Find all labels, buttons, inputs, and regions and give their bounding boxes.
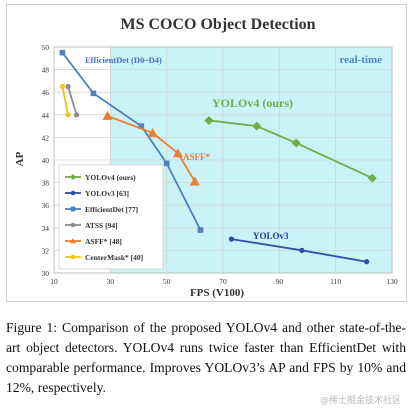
x-tick-label: 110	[330, 277, 341, 286]
realtime-label: real-time	[339, 54, 382, 66]
x-tick-label: 10	[50, 277, 58, 286]
series-yolov3-63-point	[299, 247, 305, 254]
series-yolov3-63-point	[364, 259, 370, 265]
series-efficientdet-77-point	[163, 160, 170, 167]
chart-figure: MS COCO Object Detection 30 32 34 36 38 40 42 4…	[6, 4, 407, 302]
series-centermask-40-point	[59, 83, 66, 90]
series-yolov4-ours-point	[252, 121, 262, 131]
legend-item-yolov4-ours-label: YOLOv4 (ours)	[85, 173, 136, 182]
y-tick-label: 40	[42, 156, 50, 165]
x-axis-label: FPS (V100)	[190, 287, 244, 299]
series-efficientdet-77-point	[90, 90, 97, 97]
watermark: @稀土掘金技术社区	[319, 396, 401, 406]
y-tick-label: 46	[42, 88, 50, 97]
series-yolov4-ours-line	[208, 119, 373, 179]
series-atss-94-line	[67, 86, 78, 116]
x-tick-label: 30	[107, 277, 115, 286]
legend-item-yolov4-ours-marker	[70, 174, 76, 180]
y-tick-label: 30	[42, 269, 50, 278]
series-atss-94-point	[73, 112, 80, 118]
legend: YOLOv4 (ours) YOLOv3 [63] EfficientDet [77…	[58, 164, 164, 270]
series-asff-48-point	[102, 110, 113, 120]
legend-item-atss-94-marker	[70, 222, 76, 228]
yolov3-annotation: YOLOv3	[253, 231, 289, 241]
series-asff-48-point	[189, 176, 200, 186]
asff-annotation: ASFF*	[183, 152, 211, 162]
yolov4-annotation: YOLOv4 (ours)	[212, 96, 293, 110]
figure-caption: Figure 1: Comparison of the proposed YOL…	[6, 320, 406, 395]
y-tick-label: 50	[42, 43, 50, 52]
chart-title: MS COCO Object Detection	[120, 16, 315, 33]
x-tick-label: 70	[219, 277, 227, 286]
plot-frame	[53, 46, 393, 274]
y-tick-label: 44	[42, 111, 50, 120]
series-yolov4-ours-point	[291, 138, 301, 148]
series-yolov3-63-point	[228, 236, 235, 242]
x-tick-label: 90	[276, 277, 284, 286]
series-yolov4-ours-point	[367, 173, 377, 183]
series-asff-48-point	[172, 148, 183, 158]
y-tick-label: 48	[42, 66, 50, 75]
legend-item-efficientdet-77-label: EfficientDet [77]	[85, 205, 138, 214]
efficientdet-annotation: EfficientDet (D0~D4)	[85, 55, 162, 65]
legend-item-yolov3-63-marker	[70, 190, 76, 196]
series-yolov4-ours-point	[204, 115, 214, 125]
legend-item-asff-48-marker	[70, 238, 76, 244]
series-asff-48-line	[107, 115, 196, 182]
y-axis-label: AP	[14, 151, 26, 166]
y-tick-label: 32	[42, 246, 50, 255]
legend-item-asff-48-label: ASFF* [48]	[85, 237, 122, 246]
chart-svg: MS COCO Object Detection 30 32 34 36 38 40 42 4…	[7, 5, 406, 301]
legend-item-atss-94-label: ATSS [94]	[85, 221, 118, 230]
y-tick-label: 36	[42, 201, 50, 210]
y-tick-label: 42	[42, 133, 50, 142]
x-tick-label: 50	[163, 277, 171, 286]
series-asff-48-point	[147, 127, 158, 137]
series-efficientdet-77-point	[197, 227, 204, 233]
series-efficientdet-77-point	[59, 49, 66, 56]
x-tick-label: 130	[386, 277, 398, 286]
legend-item-centermask-40-label: CenterMask* [40]	[85, 253, 143, 262]
legend-box	[58, 164, 164, 270]
y-tick-label: 34	[42, 224, 50, 233]
y-tick-label: 38	[42, 179, 50, 188]
legend-item-yolov3-63-label: YOLOv3 [63]	[85, 189, 129, 198]
legend-item-efficientdet-77-marker	[70, 206, 76, 212]
legend-item-centermask-40-marker	[70, 254, 76, 260]
series-centermask-40-line	[61, 86, 69, 115]
series-efficientdet-77-point	[138, 123, 145, 129]
series-atss-94-point	[65, 83, 71, 90]
series-centermask-40-point	[65, 112, 71, 118]
